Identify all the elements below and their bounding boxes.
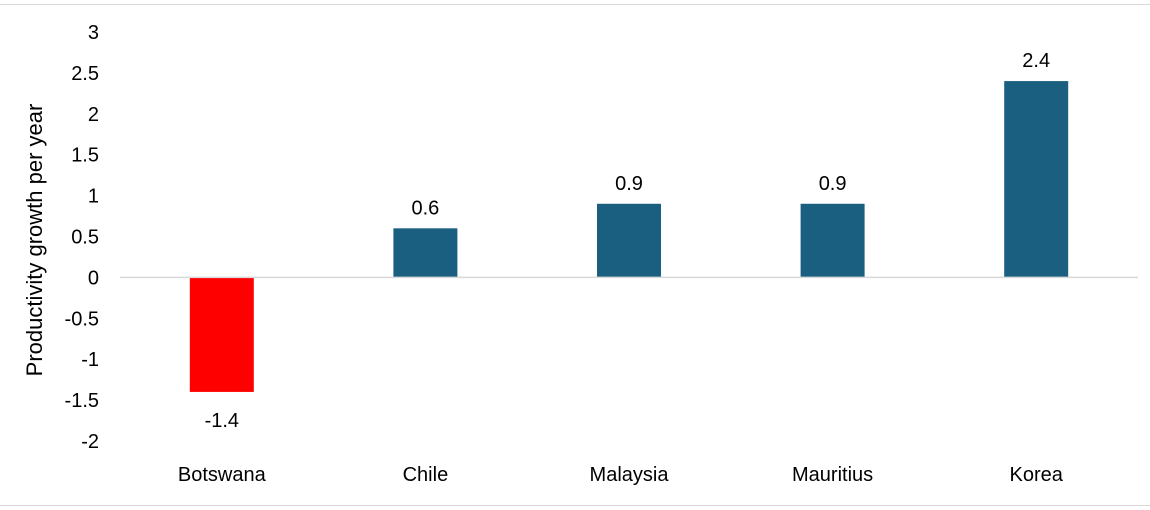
bar-malaysia xyxy=(597,203,661,278)
y-tick-label: 2 xyxy=(88,104,99,126)
data-label-korea: 2.4 xyxy=(1022,50,1050,72)
frame-top-border xyxy=(0,4,1150,5)
data-label-botswana: -1.4 xyxy=(205,410,239,432)
y-tick-label: 1 xyxy=(88,186,99,208)
x-tick-label-korea: Korea xyxy=(1010,464,1064,486)
x-tick-label-malaysia: Malaysia xyxy=(590,464,670,486)
bar-botswana xyxy=(189,277,254,392)
y-tick-label: 3 xyxy=(88,22,99,44)
y-axis-ticks: 3 2.5 2 1.5 1 0.5 0 -0.5 -1 -1.5 -2 xyxy=(65,22,99,453)
y-tick-label: 2.5 xyxy=(71,63,99,85)
data-label-mauritius: 0.9 xyxy=(819,173,847,195)
x-tick-label-botswana: Botswana xyxy=(178,464,267,486)
bars xyxy=(189,81,1069,392)
y-tick-label: 0 xyxy=(88,267,99,289)
frame-bottom-border xyxy=(0,505,1150,506)
y-tick-label: -2 xyxy=(81,431,99,453)
y-tick-label: -1 xyxy=(81,349,99,371)
data-label-chile: 0.6 xyxy=(411,197,439,219)
data-label-malaysia: 0.9 xyxy=(615,173,643,195)
x-tick-label-chile: Chile xyxy=(403,464,449,486)
data-labels: -1.4 0.6 0.9 0.9 2.4 xyxy=(205,50,1051,432)
y-tick-label: -0.5 xyxy=(65,308,99,330)
bar-mauritius xyxy=(800,203,865,278)
y-tick-label: 1.5 xyxy=(71,145,99,167)
y-axis-title: Productivity growth per year xyxy=(22,104,47,377)
y-tick-label: 0.5 xyxy=(71,227,99,249)
bar-korea xyxy=(1004,81,1069,278)
y-tick-label: -1.5 xyxy=(65,390,99,412)
x-axis-labels: Botswana Chile Malaysia Mauritius Korea xyxy=(178,464,1064,486)
bar-chile xyxy=(393,228,458,278)
x-tick-label-mauritius: Mauritius xyxy=(792,464,873,486)
